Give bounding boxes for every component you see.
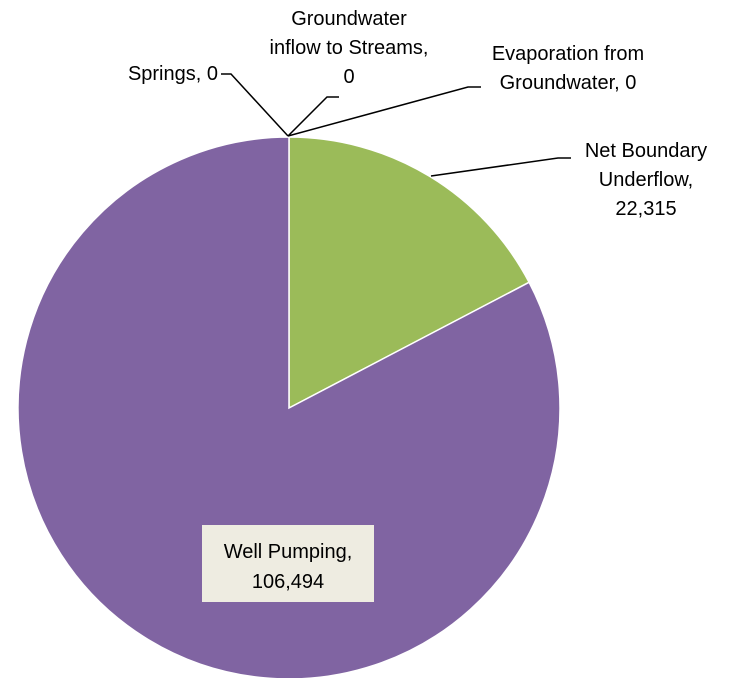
data-label: Groundwater — [291, 8, 407, 30]
leader-lines — [221, 73, 571, 177]
leader-line — [221, 73, 289, 137]
pie-slice — [288, 136, 531, 410]
data-label: 0 — [343, 66, 354, 88]
data-label: inflow to Streams, — [270, 37, 429, 59]
data-label: Evaporation from — [492, 43, 644, 65]
leader-line — [287, 96, 339, 137]
data-label: Well Pumping, — [224, 541, 353, 563]
leader-line — [430, 157, 571, 177]
data-label: Groundwater, 0 — [500, 72, 637, 94]
data-label: Net Boundary — [585, 140, 707, 162]
data-label: 106,494 — [252, 571, 324, 593]
data-labels: Springs, 0 Groundwater inflow to Streams, 0… — [128, 8, 707, 602]
leader-line — [287, 86, 481, 137]
data-label-box — [202, 525, 374, 602]
data-label: 22,315 — [615, 198, 676, 220]
pie-slices — [17, 136, 561, 678]
data-label: Underflow, — [599, 169, 694, 191]
data-label: Springs, 0 — [128, 63, 218, 85]
pie-slice — [17, 136, 561, 678]
